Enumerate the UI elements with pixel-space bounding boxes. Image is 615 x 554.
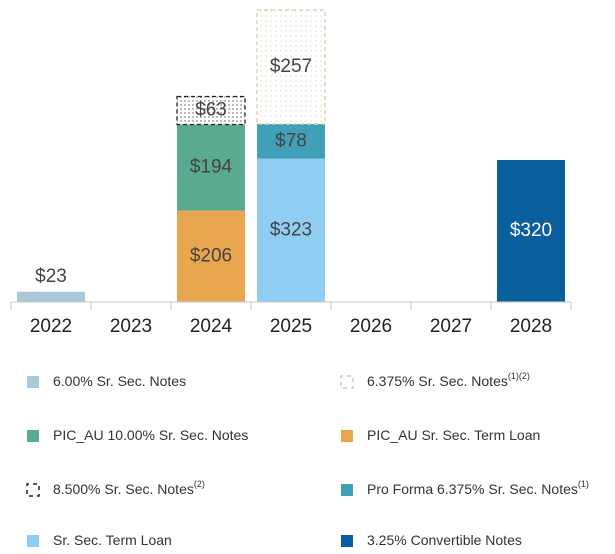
legend-label: 6.375% Sr. Sec. Notes(1)(2) (367, 371, 530, 388)
legend-swatch (27, 535, 39, 547)
legend-item: 8.500% Sr. Sec. Notes(2) (26, 479, 205, 497)
x-tick-label: 2022 (30, 316, 72, 337)
legend-name: 8.500% Sr. Sec. Notes (53, 481, 194, 497)
legend-label: PIC_AU 10.00% Sr. Sec. Notes (53, 427, 248, 443)
legend-item: 3.25% Convertible Notes (341, 532, 522, 548)
legend-swatch (27, 430, 39, 442)
bar-segment (17, 291, 85, 302)
value-label: $194 (190, 157, 233, 178)
value-label: $23 (35, 266, 67, 287)
value-label: $206 (190, 245, 232, 266)
bar-segment (177, 124, 245, 211)
legend-item: 6.00% Sr. Sec. Notes (27, 373, 186, 389)
x-tick-label: 2025 (270, 316, 312, 337)
legend-swatch (340, 375, 354, 389)
value-label: $323 (270, 219, 312, 240)
value-label: $78 (275, 130, 307, 151)
x-tick-label: 2024 (190, 316, 233, 337)
legend-swatch (27, 376, 39, 388)
legend-swatch (341, 484, 353, 496)
bar-segment (177, 210, 245, 302)
legend-footnote: (1)(2) (508, 371, 530, 381)
legend-swatch (26, 483, 40, 497)
legend-label: Sr. Sec. Term Loan (53, 532, 172, 548)
legend-name: 3.25% Convertible Notes (367, 532, 522, 548)
legend-swatch (341, 535, 353, 547)
legend-label: 8.500% Sr. Sec. Notes(2) (53, 479, 205, 496)
legend-item: PIC_AU 10.00% Sr. Sec. Notes (27, 427, 248, 443)
legend-item: 6.375% Sr. Sec. Notes(1)(2) (340, 371, 530, 389)
x-tick-label: 2026 (350, 316, 392, 337)
legend-swatch (341, 430, 353, 442)
bar-segment (256, 9, 326, 125)
legend-item: Pro Forma 6.375% Sr. Sec. Notes(1) (341, 479, 589, 497)
legend-footnote: (2) (194, 479, 205, 489)
legend-name: Sr. Sec. Term Loan (53, 532, 172, 548)
legend-label: PIC_AU Sr. Sec. Term Loan (367, 427, 540, 443)
legend-item: Sr. Sec. Term Loan (27, 532, 172, 548)
legend-name: Pro Forma 6.375% Sr. Sec. Notes (367, 481, 578, 497)
x-tick-label: 2023 (110, 316, 152, 337)
bar-segment (257, 124, 325, 159)
value-label: $63 (195, 100, 227, 121)
legend-label: Pro Forma 6.375% Sr. Sec. Notes(1) (367, 479, 589, 496)
value-label: $257 (270, 56, 312, 77)
legend-label: 6.00% Sr. Sec. Notes (53, 373, 186, 389)
bar-segment (176, 95, 246, 126)
value-label: $320 (510, 220, 552, 241)
legend-name: PIC_AU 10.00% Sr. Sec. Notes (53, 427, 248, 443)
legend-footnote: (1) (578, 479, 589, 489)
legend-label: 3.25% Convertible Notes (367, 532, 522, 548)
x-tick-label: 2027 (430, 316, 472, 337)
x-tick-label: 2028 (510, 316, 552, 337)
legend-name: 6.00% Sr. Sec. Notes (53, 373, 186, 389)
legend-name: 6.375% Sr. Sec. Notes (367, 373, 508, 389)
bar-segment (497, 159, 565, 302)
legend-name: PIC_AU Sr. Sec. Term Loan (367, 427, 540, 443)
legend-item: PIC_AU Sr. Sec. Term Loan (341, 427, 540, 443)
bar-segment (257, 158, 325, 302)
